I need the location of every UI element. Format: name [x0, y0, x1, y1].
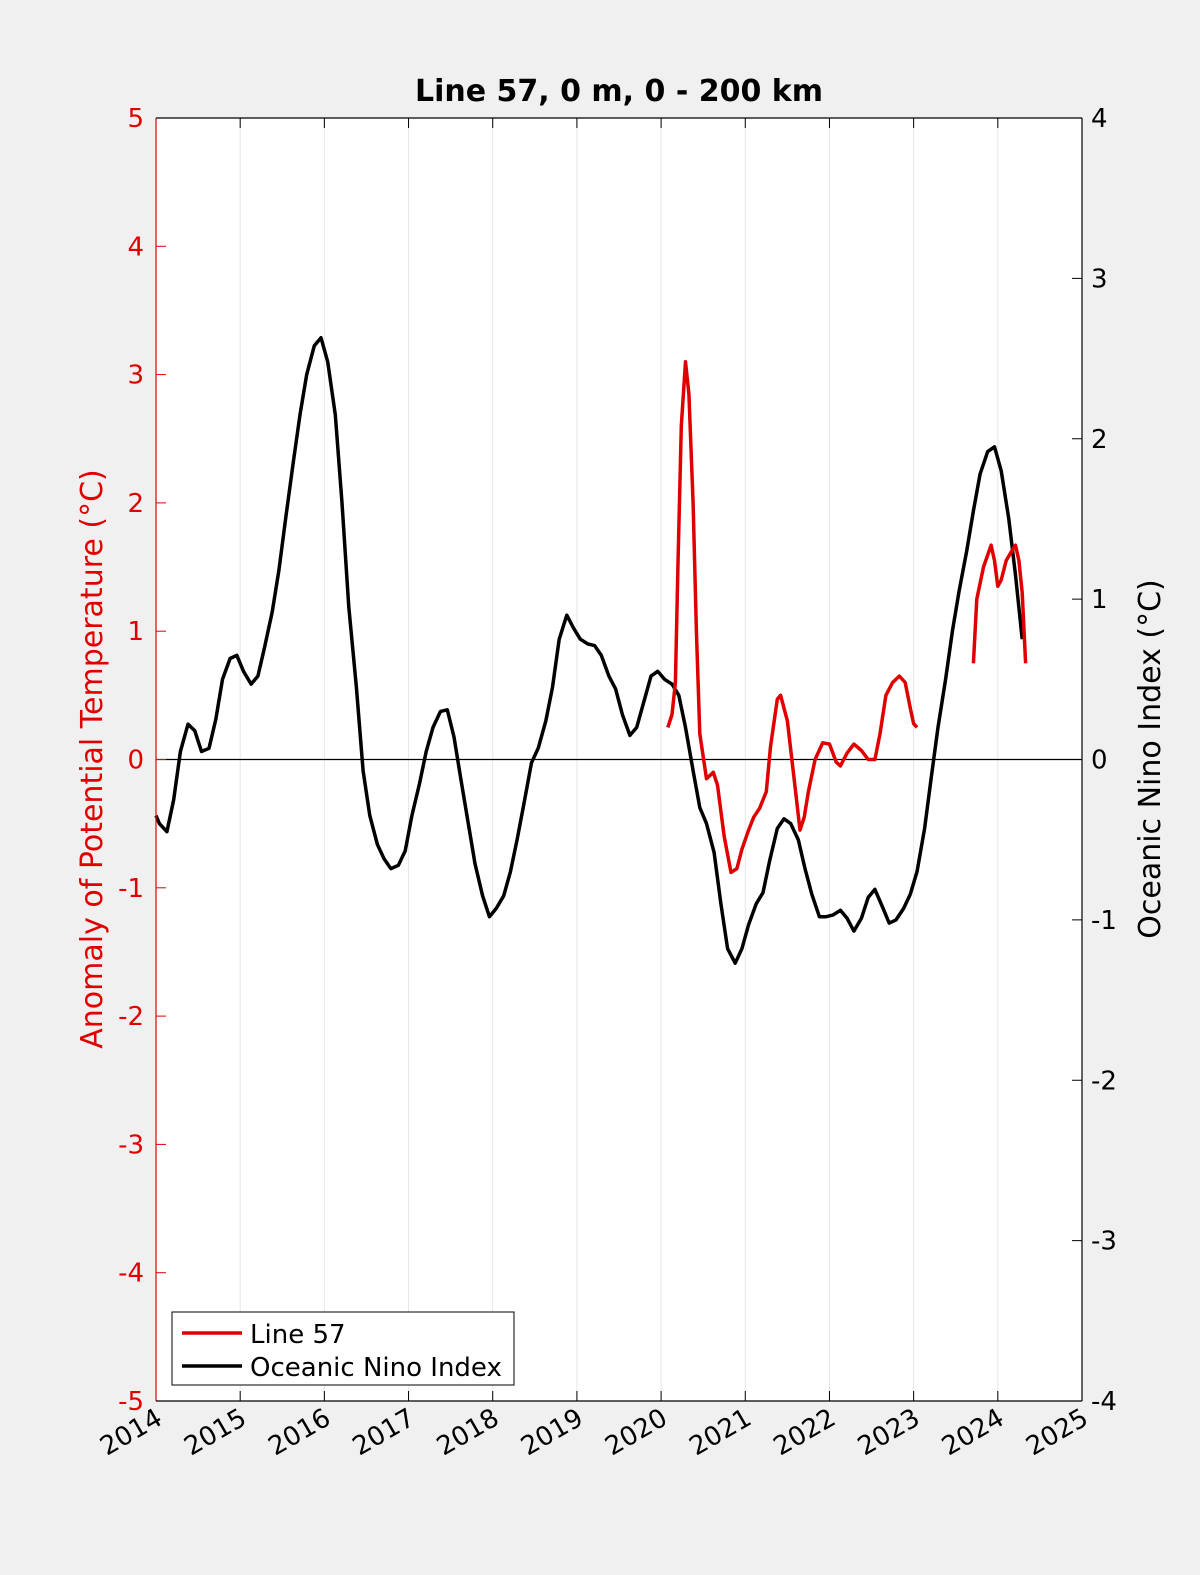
legend-label-line57: Line 57 — [250, 1320, 346, 1350]
legend-box — [171, 1311, 515, 1386]
chart-title: Line 57, 0 m, 0 - 200 km — [415, 74, 823, 109]
right-y-tick-label: -1 — [1091, 906, 1117, 936]
series-line-line57 — [666, 360, 919, 875]
left-y-tick-label: 1 — [127, 617, 144, 647]
left-y-tick-label: 4 — [127, 232, 144, 262]
right-y-tick-label: 1 — [1091, 585, 1108, 615]
right-y-tick-label: 3 — [1091, 264, 1108, 294]
left-axis-label: Anomaly of Potential Temperature (°C) — [75, 469, 110, 1048]
right-y-tick-label: -4 — [1091, 1387, 1117, 1417]
legend-label-oni: Oceanic Nino Index — [250, 1353, 502, 1383]
left-y-tick-label: 2 — [127, 489, 144, 519]
left-y-tick-label: -3 — [118, 1130, 144, 1160]
left-y-tick-label: 0 — [127, 746, 144, 776]
series-line-line57 — [971, 543, 1028, 664]
left-y-tick-label: 3 — [127, 361, 144, 391]
left-y-tick-label: -5 — [118, 1387, 144, 1417]
series-line-oni — [154, 335, 1024, 965]
right-y-tick-label: -2 — [1091, 1066, 1117, 1096]
axes — [155, 117, 1083, 1402]
left-y-tick-label: -2 — [118, 1002, 144, 1032]
right-y-tick-label: 4 — [1091, 104, 1108, 134]
left-y-tick-label: -1 — [118, 874, 144, 904]
left-y-tick-label: 5 — [127, 104, 144, 134]
right-y-tick-label: 2 — [1091, 425, 1108, 455]
left-y-tick-label: -4 — [118, 1259, 144, 1289]
right-y-tick-label: 0 — [1091, 746, 1108, 776]
right-axis-label: Oceanic Nino Index (°C) — [1133, 579, 1168, 939]
right-y-tick-label: -3 — [1091, 1227, 1117, 1257]
series-layer — [154, 335, 1028, 965]
legend: Line 57 Oceanic Nino Index — [171, 1311, 515, 1386]
